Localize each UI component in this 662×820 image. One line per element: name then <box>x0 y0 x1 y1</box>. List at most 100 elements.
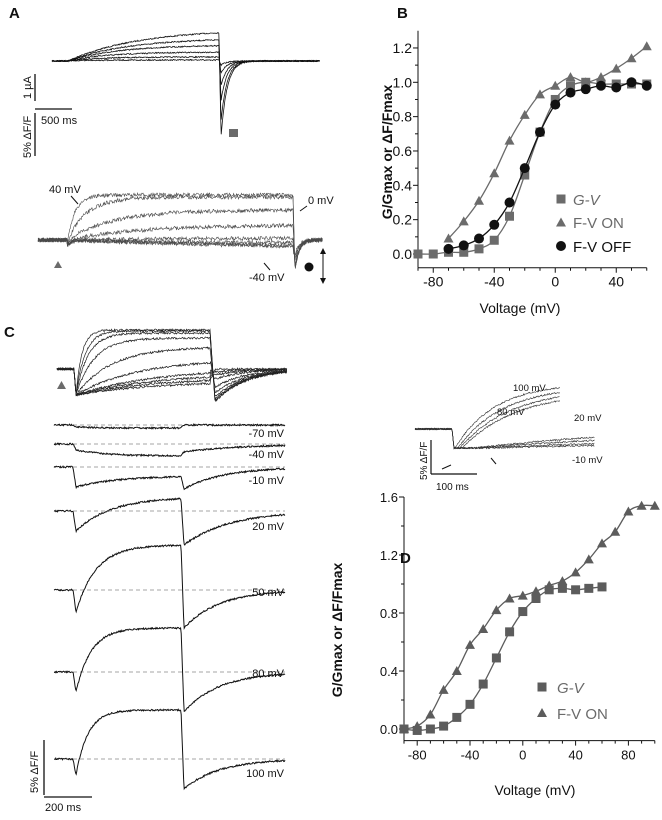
fluorescence-trace <box>56 336 287 397</box>
data-point-square <box>566 81 575 91</box>
panel-d-inset-traces <box>414 386 595 450</box>
panel-a-traces <box>37 32 323 269</box>
legend-label-fv-on: F-V ON <box>557 706 608 723</box>
fluorescence-trace <box>53 465 286 491</box>
data-point-circle <box>443 243 454 254</box>
triangle-marker-icon <box>54 261 62 268</box>
arrow-icon <box>441 464 452 470</box>
data-point-triangle <box>504 593 515 603</box>
voltage-row: 80 mV <box>53 626 286 712</box>
data-point-square <box>474 244 484 254</box>
inset-label-minus10mv: -10 mV <box>572 455 603 466</box>
y-tick-label: 0.8 <box>393 109 413 125</box>
voltage-row: 50 mV <box>53 544 286 630</box>
row-voltage-label: -70 mV <box>249 428 285 440</box>
inset-label-80mv: 80 mV <box>497 407 525 418</box>
data-point-triangle <box>517 590 528 600</box>
data-point-square <box>428 249 438 259</box>
data-point-square <box>544 585 554 595</box>
data-point-triangle <box>550 80 561 90</box>
data-point-triangle <box>491 605 502 615</box>
data-point-triangle <box>412 721 423 731</box>
data-point-square <box>550 94 560 104</box>
data-point-circle <box>565 87 576 98</box>
inset-label-20mv: 20 mV <box>574 413 602 424</box>
arrow-0mv-icon <box>299 205 308 212</box>
data-point-circle <box>580 84 591 95</box>
data-point-triangle <box>443 233 454 243</box>
y-tick-label: 1.2 <box>380 548 398 563</box>
data-point-triangle <box>425 709 436 719</box>
y-tick-label: 0.0 <box>393 246 413 262</box>
fluorescence-trace <box>56 346 287 396</box>
data-point-triangle <box>438 684 449 694</box>
data-point-square <box>520 170 530 180</box>
fluorescence-trace <box>56 328 287 402</box>
fluorescence-trace <box>56 360 288 397</box>
scale-time-label: 200 ms <box>45 802 82 814</box>
legend-triangle-icon <box>556 217 566 227</box>
label-minus40mv: -40 mV <box>249 272 285 284</box>
x-tick-label: 0 <box>519 748 526 763</box>
data-point-square <box>439 721 449 731</box>
label-40mv: 40 mV <box>49 184 81 196</box>
chart-d: Voltage (mV) G/Gmax or ΔF/Fmax G-V F-V O… <box>329 490 660 798</box>
data-point-square <box>518 607 528 617</box>
data-point-square <box>505 627 515 637</box>
y-tick-label: 0.2 <box>393 212 413 228</box>
legend-label-fv-off: F-V OFF <box>573 239 631 256</box>
x-tick-label: -40 <box>484 274 504 290</box>
y-axis-label: G/Gmax or ΔF/Fmax <box>329 563 345 698</box>
inset-label-100mv: 100 mV <box>513 383 546 394</box>
panel-c-voltage-rows: -70 mV -40 mV -10 mV 20 mV 50 mV 80 mV 100 mV <box>53 422 286 791</box>
data-point-square <box>425 724 435 734</box>
fluorescence-trace <box>37 222 323 268</box>
data-point-triangle <box>565 72 576 82</box>
y-tick-label: 0.4 <box>393 177 413 193</box>
arrow-40mv-icon <box>70 195 79 205</box>
scale-fluor-label: 5% ΔF/F <box>22 116 34 158</box>
y-tick-label: 1.2 <box>393 40 413 56</box>
data-point-triangle <box>649 500 660 510</box>
legend-label-gv: G-V <box>573 192 602 209</box>
panel-label-c: C <box>4 324 15 341</box>
data-point-triangle <box>478 623 489 633</box>
y-tick-label: 0.4 <box>380 664 398 679</box>
data-point-square <box>531 594 541 603</box>
data-point-circle <box>641 80 652 91</box>
data-point-triangle <box>504 135 515 145</box>
y-tick-label: 0.8 <box>380 606 398 621</box>
data-point-square <box>491 653 501 663</box>
data-point-triangle <box>597 538 607 548</box>
data-point-triangle <box>636 500 647 510</box>
data-point-triangle <box>519 109 530 119</box>
fluorescence-trace <box>37 237 323 257</box>
fit-line-square <box>417 81 647 255</box>
y-tick-label: 1.6 <box>380 490 398 505</box>
fluorescence-trace <box>37 192 323 267</box>
fluorescence-trace <box>37 207 323 267</box>
voltage-row: -40 mV <box>53 442 286 461</box>
x-tick-label: -80 <box>423 274 443 290</box>
data-point-square <box>584 583 594 593</box>
legend-label-gv: G-V <box>557 680 586 697</box>
data-point-circle <box>458 240 469 251</box>
row-voltage-label: 50 mV <box>252 587 284 599</box>
y-axis-label: G/Gmax or ΔF/Fmax <box>379 85 395 220</box>
panel-a-scale-bars: 1 µA 500 ms 5% ΔF/F <box>22 74 78 158</box>
data-point-triangle <box>570 567 581 577</box>
fluorescence-trace <box>54 708 286 791</box>
scale-time-label: 500 ms <box>41 115 78 127</box>
current-trace <box>51 32 320 135</box>
legend-square-icon <box>537 682 547 692</box>
fluorescence-trace <box>53 422 286 430</box>
x-tick-label: 80 <box>621 748 635 763</box>
legend-triangle-icon <box>537 708 547 717</box>
voltage-row: 100 mV <box>54 708 286 791</box>
inset-trace <box>414 427 595 450</box>
legend-label-fv-on: F-V ON <box>573 215 624 232</box>
data-point-triangle <box>531 586 541 596</box>
data-point-square <box>557 583 567 593</box>
data-point-triangle <box>489 168 500 178</box>
